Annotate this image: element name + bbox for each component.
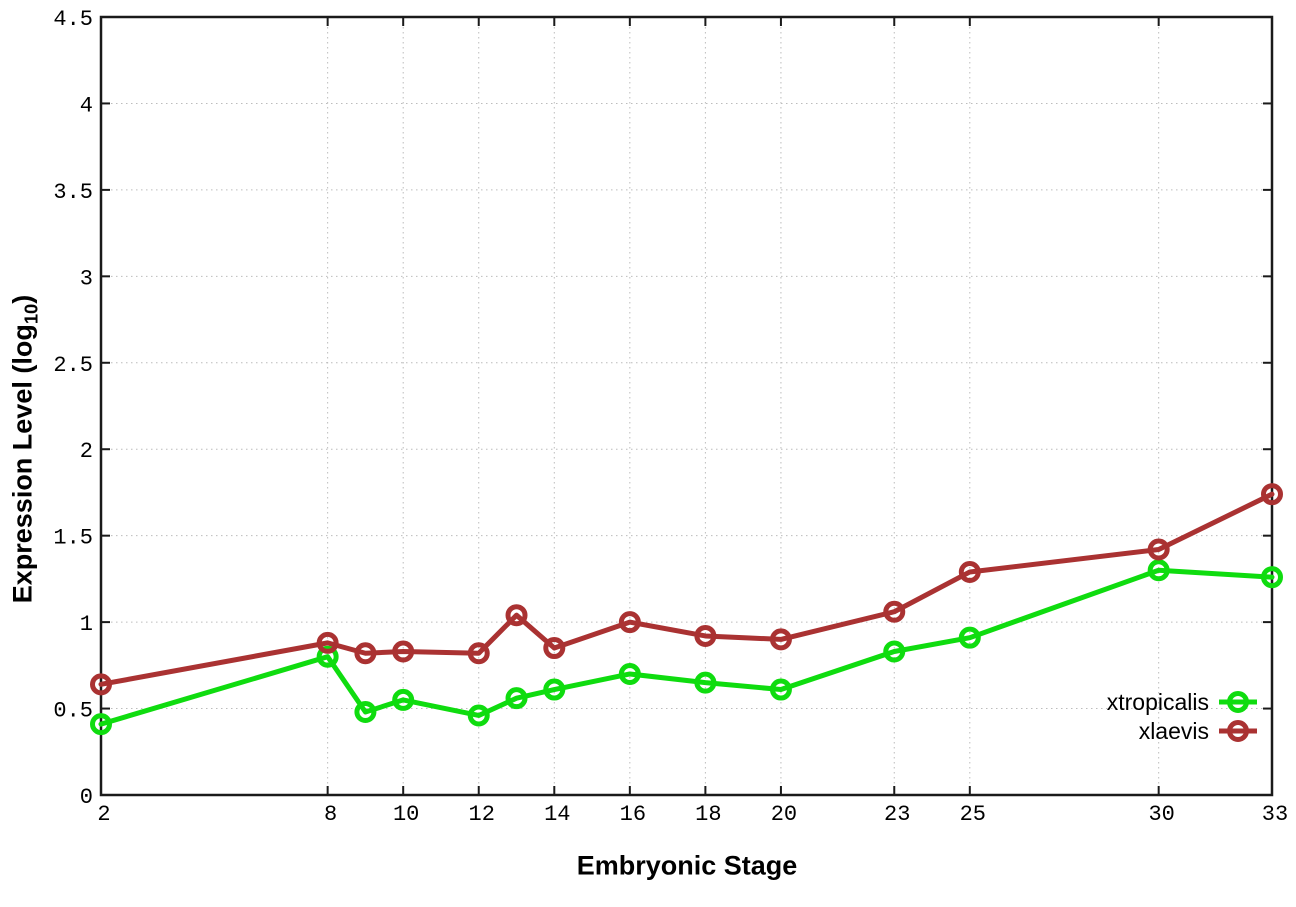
- data-point-marker: [316, 631, 339, 654]
- data-point-marker: [958, 626, 981, 649]
- data-point-marker: [883, 600, 906, 623]
- data-point-marker: [1261, 483, 1283, 506]
- y-tick-label: 3: [80, 266, 93, 291]
- y-axis-title-close: ): [7, 294, 38, 304]
- line-point-sample-icon: [1219, 720, 1257, 742]
- y-axis-title-subscript: 10: [20, 303, 42, 325]
- data-point-marker: [505, 687, 528, 710]
- legend-label-xtropicalis: xtropicalis: [1106, 688, 1209, 715]
- x-tick-label: 8: [324, 802, 337, 827]
- data-point-marker: [354, 642, 377, 665]
- x-tick-label: 33: [1262, 802, 1288, 827]
- data-point-marker: [505, 604, 528, 627]
- y-tick-label: 4.5: [53, 7, 93, 32]
- data-point-marker: [316, 645, 339, 668]
- line-point-sample-icon: [1219, 691, 1257, 713]
- data-point-marker: [354, 701, 377, 724]
- data-point-marker: [90, 713, 112, 736]
- data-point-marker: [694, 671, 717, 694]
- x-tick-label: 20: [771, 802, 797, 827]
- x-tick-label: 2: [97, 802, 110, 827]
- x-tick-label: 30: [1148, 802, 1174, 827]
- legend-label-xlaevis: xlaevis: [1138, 717, 1209, 744]
- series-line-xlaevis: [98, 491, 1275, 687]
- y-tick-label: 1: [80, 612, 93, 637]
- data-point-marker: [1261, 566, 1283, 589]
- y-axis-title: Expression Level (log10): [7, 295, 42, 604]
- data-point-marker: [769, 678, 792, 701]
- x-tick-label: 10: [393, 802, 419, 827]
- data-point-marker: [467, 704, 490, 727]
- data-point-marker: [618, 611, 641, 634]
- data-point-marker: [392, 688, 415, 711]
- x-axis-title: Embryonic Stage: [576, 850, 798, 881]
- series-xlaevis: [90, 483, 1283, 696]
- legend-item-xtropicalis: xtropicalis: [1107, 688, 1258, 716]
- tick-labels: 2 8 10 12 14 16 18 20 23 25 30 33 0 0.5 1 1.5 2 2.5 3 3.5 4 4…: [53, 7, 1288, 827]
- y-tick-label: 4: [80, 93, 93, 118]
- data-point-marker: [1147, 559, 1170, 582]
- series-xtropicalis: [90, 559, 1283, 736]
- x-tick-label: 16: [620, 802, 646, 827]
- x-tick-label: 12: [469, 802, 495, 827]
- data-point-marker: [543, 637, 566, 660]
- legend: xtropicalis xlaevis: [1107, 688, 1258, 745]
- series-line-xtropicalis: [98, 567, 1275, 727]
- x-tick-label: 18: [695, 802, 721, 827]
- y-tick-label: 2.5: [53, 353, 93, 378]
- data-point-marker: [467, 642, 490, 665]
- y-tick-label: 2: [80, 439, 93, 464]
- data-point-marker: [694, 624, 717, 647]
- x-tick-label: 23: [884, 802, 910, 827]
- data-point-marker: [883, 640, 906, 663]
- legend-item-xlaevis: xlaevis: [1139, 717, 1258, 745]
- data-point-marker: [1147, 538, 1170, 561]
- x-tick-label: 14: [544, 802, 570, 827]
- data-point-marker: [769, 628, 792, 651]
- plot-border: [99, 15, 1274, 797]
- data-point-marker: [958, 560, 981, 583]
- x-tick-label: 25: [960, 802, 986, 827]
- y-tick-label: 0.5: [53, 699, 93, 724]
- data-point-marker: [392, 640, 415, 663]
- y-axis-title-text: Expression Level (log: [7, 324, 38, 604]
- y-tick-label: 1.5: [53, 526, 93, 551]
- data-point-marker: [618, 662, 641, 685]
- data-point-marker: [90, 673, 112, 696]
- y-tick-label: 3.5: [53, 180, 93, 205]
- y-tick-label: 0: [80, 785, 93, 810]
- data-point-marker: [543, 678, 566, 701]
